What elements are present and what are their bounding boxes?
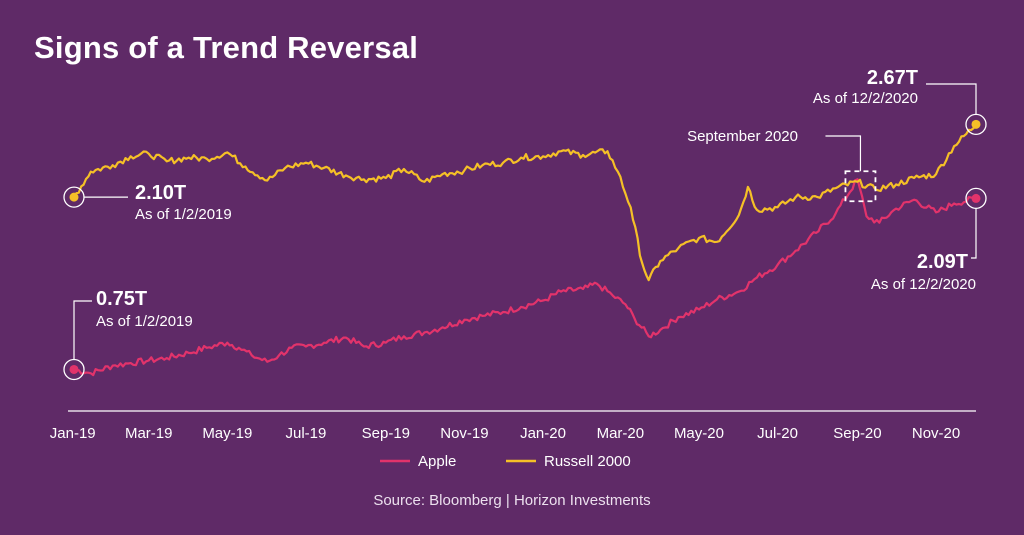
legend-label: Russell 2000 <box>544 453 631 470</box>
callout-note: As of 12/2/2020 <box>813 90 918 107</box>
callout-value: 2.10T <box>135 182 186 204</box>
callout-value: 2.09T <box>917 251 968 273</box>
highlight-dot <box>971 119 981 129</box>
x-tick-label: Nov-20 <box>912 425 960 442</box>
callout-note: As of 1/2/2019 <box>135 206 232 223</box>
callout-value: 0.75T <box>96 288 147 310</box>
series-line-apple <box>73 178 977 377</box>
series-lines <box>73 123 977 377</box>
x-tick-label: Sep-20 <box>833 425 881 442</box>
chart-title: Signs of a Trend Reversal <box>34 30 419 65</box>
callout-line <box>926 83 977 115</box>
callout-value: 2.67T <box>867 67 918 89</box>
x-tick-label: May-20 <box>674 425 724 442</box>
callout-note: As of 12/2/2020 <box>871 276 976 293</box>
callout-line <box>825 135 862 172</box>
x-tick-labels: Jan-19 Mar-19 May-19 Jul-19 Sep-19 Nov-19 Jan-… <box>50 425 960 442</box>
legend-label: Apple <box>418 453 456 470</box>
annotations: 2.10T As of 1/2/2019 0.75T As of 1/2/2019 2.… <box>63 67 987 381</box>
x-tick-label: Mar-20 <box>597 425 645 442</box>
highlight-dot <box>69 192 79 202</box>
september-highlight-box <box>844 170 877 203</box>
legend: Apple Russell 2000 <box>380 453 631 470</box>
callout-line <box>73 300 92 360</box>
callout-line <box>971 208 977 259</box>
highlight-dot <box>971 193 981 203</box>
x-tick-label: Sep-19 <box>362 425 410 442</box>
callout-note: As of 1/2/2019 <box>96 313 193 330</box>
x-tick-label: Jul-20 <box>757 425 798 442</box>
x-tick-label: Jan-20 <box>520 425 566 442</box>
x-tick-label: Nov-19 <box>440 425 488 442</box>
source-note: Source: Bloomberg | Horizon Investments <box>373 492 651 509</box>
x-tick-label: Mar-19 <box>125 425 173 442</box>
x-tick-label: Jul-19 <box>286 425 327 442</box>
x-tick-label: Jan-19 <box>50 425 96 442</box>
x-tick-label: May-19 <box>202 425 252 442</box>
highlight-dot <box>69 364 79 374</box>
series-line-russell-2000 <box>73 123 977 282</box>
callout-note: September 2020 <box>687 128 798 145</box>
